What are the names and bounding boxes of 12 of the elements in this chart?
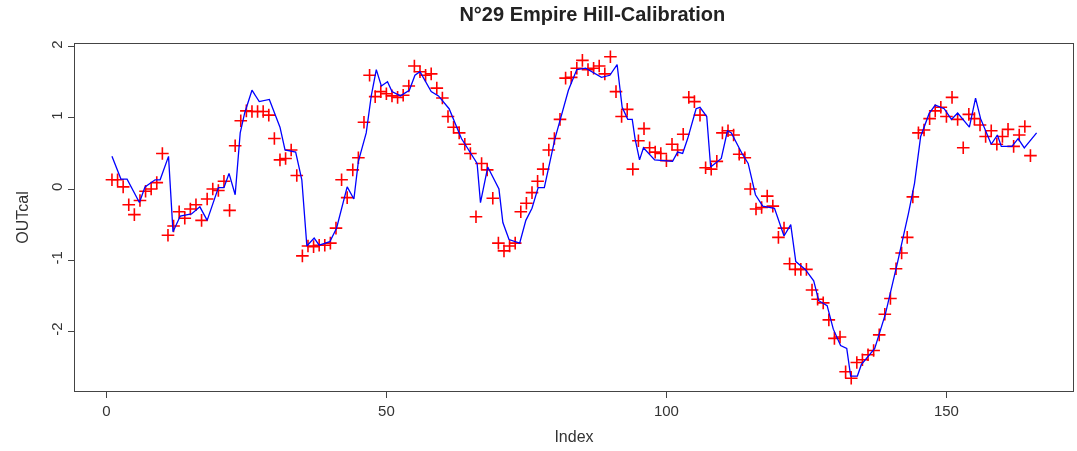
y-tick-label: 0 — [48, 182, 65, 191]
x-tick-label: 0 — [102, 402, 111, 419]
x-tick-label: 100 — [653, 402, 679, 419]
chart-title: N°29 Empire Hill-Calibration — [459, 2, 726, 25]
y-tick-label: -1 — [48, 251, 65, 265]
y-tick-label: -2 — [48, 322, 65, 336]
x-tick-label: 50 — [378, 402, 395, 419]
y-tick-label: 1 — [48, 111, 65, 120]
y-tick-label: 2 — [48, 40, 65, 49]
x-axis-title: Index — [554, 427, 594, 445]
x-tick-label: 150 — [933, 402, 959, 419]
y-axis-title: OUTcal — [13, 191, 31, 244]
